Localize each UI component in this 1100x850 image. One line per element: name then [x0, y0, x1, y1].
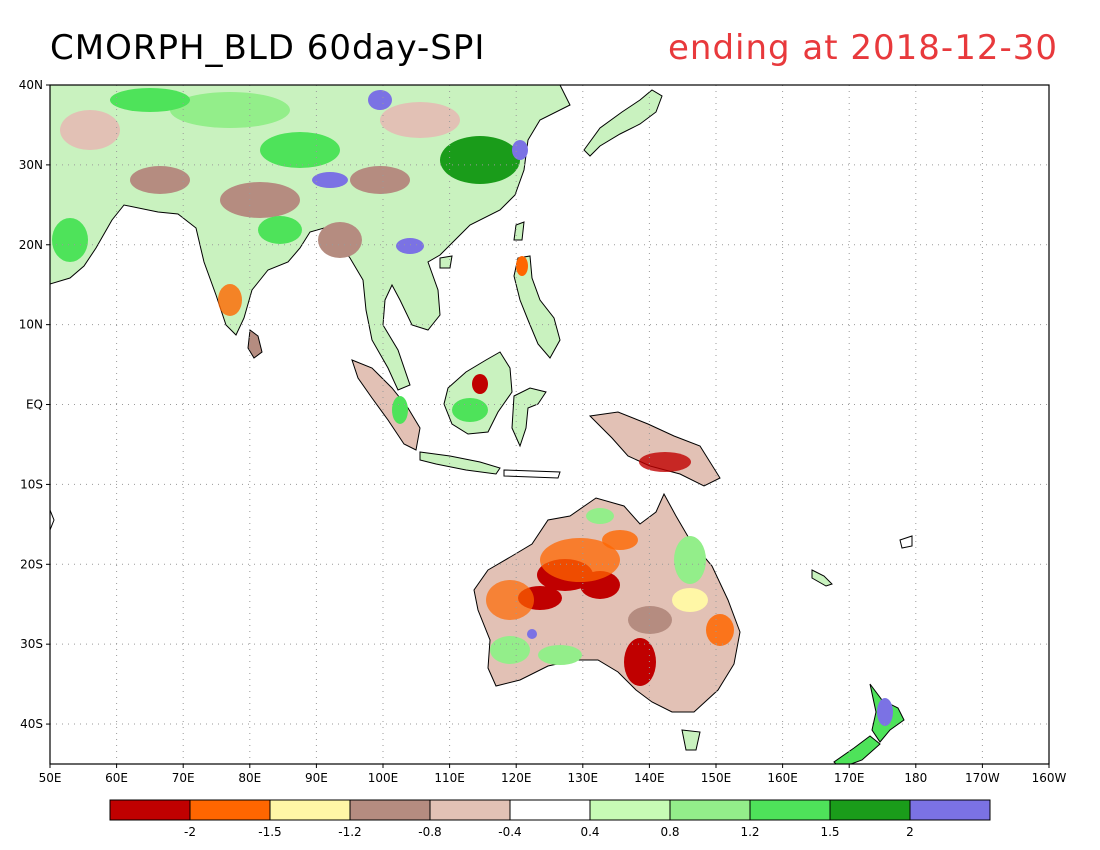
- philippines: [513, 255, 561, 359]
- colorbar-swatch: [269, 799, 351, 821]
- lon-tick-label: 180: [904, 771, 927, 785]
- colorbar-swatch: [589, 799, 671, 821]
- sulawesi: [511, 387, 547, 448]
- colorbar-label: -0.8: [418, 825, 441, 839]
- colorbar-label: -1.5: [258, 825, 281, 839]
- lon-tick-label: 90E: [305, 771, 328, 785]
- map-title: CMORPH_BLD 60day-SPI: [50, 28, 486, 68]
- colorbar-label: 2: [906, 825, 914, 839]
- hainan: [439, 255, 453, 269]
- colorbar-label: -0.4: [498, 825, 521, 839]
- colorbar-label: 1.5: [820, 825, 839, 839]
- lat-tick-label: 10N: [19, 318, 43, 332]
- map-frame: [49, 84, 1050, 765]
- lon-tick-label: 120E: [501, 771, 532, 785]
- colorbar-label: 0.4: [580, 825, 599, 839]
- colorbar-swatch: [909, 799, 991, 821]
- colorbar-label: 1.2: [740, 825, 759, 839]
- lon-tick-label: 60E: [105, 771, 128, 785]
- colorbar-swatch: [829, 799, 911, 821]
- colorbar: -2 -1.5 -1.2 -0.8 -0.4 0.4 0.8 1.2 1.5 2: [109, 799, 991, 839]
- colorbar-label: -1.2: [338, 825, 361, 839]
- lat-tick-label: 10S: [20, 477, 43, 491]
- new-zealand-south: [833, 735, 881, 764]
- colorbar-swatch: [509, 799, 591, 821]
- colorbar-swatch: [669, 799, 751, 821]
- colorbar-swatch: [349, 799, 431, 821]
- land-layer: [50, 85, 913, 764]
- new-caledonia: [811, 569, 833, 587]
- lon-tick-label: 160W: [1032, 771, 1067, 785]
- lon-tick-label: 160E: [767, 771, 798, 785]
- lat-tick-label: 40S: [20, 717, 43, 731]
- colorbar-swatch: [189, 799, 271, 821]
- lon-tick-label: 170W: [965, 771, 1000, 785]
- colorbar-label: 0.8: [660, 825, 679, 839]
- colorbar-swatch: [429, 799, 511, 821]
- lon-tick-label: 130E: [568, 771, 599, 785]
- new-guinea: [588, 411, 721, 487]
- fiji: [899, 535, 913, 549]
- lat-tick-label: 30N: [19, 158, 43, 172]
- lon-tick-label: 100E: [368, 771, 399, 785]
- madagascar-edge: [50, 509, 55, 531]
- tasmania: [681, 729, 701, 751]
- lon-tick-label: 140E: [634, 771, 665, 785]
- colorbar-label: -2: [184, 825, 196, 839]
- lon-tick-label: 150E: [701, 771, 732, 785]
- japan: [583, 89, 663, 157]
- lon-tick-label: 70E: [172, 771, 195, 785]
- lat-tick-label: 30S: [20, 637, 43, 651]
- java: [419, 451, 501, 475]
- lat-tick-label: 20S: [20, 557, 43, 571]
- lon-tick-label: 50E: [39, 771, 62, 785]
- lat-tick-label: EQ: [26, 398, 43, 412]
- dry-patches: [60, 102, 734, 686]
- lon-tick-label: 170E: [834, 771, 865, 785]
- lon-tick-label: 110E: [434, 771, 465, 785]
- lat-tick-label: 20N: [19, 238, 43, 252]
- colorbar-swatch: [749, 799, 831, 821]
- lon-tick-label: 80E: [238, 771, 261, 785]
- lat-tick-label: 40N: [19, 78, 43, 92]
- lesser-sunda: [503, 469, 561, 479]
- wet-patches: [52, 88, 893, 726]
- axis-ticks: 40N 30N 20N 10N EQ 10S 20S 30S 40S 50E 60E 70E 80E 90…: [19, 78, 1067, 785]
- sri-lanka: [247, 329, 263, 359]
- colorbar-swatch: [109, 799, 191, 821]
- map-subtitle: ending at 2018-12-30: [668, 28, 1058, 68]
